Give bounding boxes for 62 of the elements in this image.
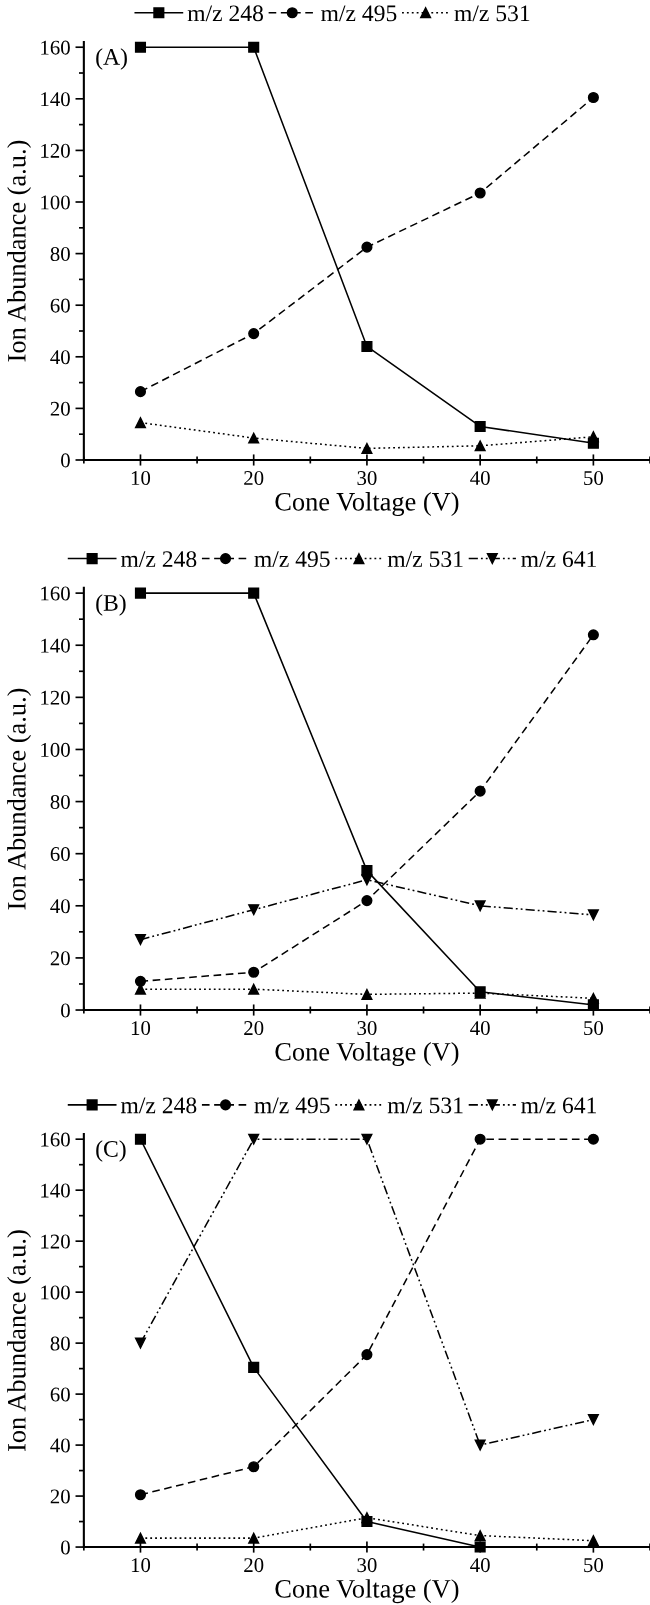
y-tick-label: 40 <box>50 350 70 365</box>
y-tick-label: 20 <box>50 401 70 416</box>
y-tick-label: 100 <box>41 1285 70 1300</box>
y-tick-label: 20 <box>50 1489 70 1504</box>
y-tick-label: 20 <box>50 951 70 966</box>
x-tick-label: 30 <box>357 1021 377 1036</box>
x-axis-title: Cone Voltage (V) <box>275 1042 459 1067</box>
x-tick-label: 20 <box>244 471 264 486</box>
x-tick-label: 50 <box>584 471 604 486</box>
y-tick-label: 60 <box>50 1387 70 1402</box>
legend-label: m/z 641 <box>521 551 596 568</box>
y-tick-label: 100 <box>41 742 70 757</box>
y-tick-label: 160 <box>41 586 70 601</box>
annotation: (B) <box>96 594 126 616</box>
x-tick-label: 30 <box>357 471 377 486</box>
y-axis-title: Ion Abundance (a.u.) <box>7 1230 32 1452</box>
legend-label: m/z 495 <box>321 5 397 22</box>
x-tick-label: 40 <box>470 471 490 486</box>
x-tick-label: 20 <box>244 1558 264 1573</box>
y-tick-label: 40 <box>50 899 70 914</box>
y-tick-label: 120 <box>41 1234 70 1249</box>
y-tick-label: 40 <box>50 1438 70 1453</box>
x-axis-title: Cone Voltage (V) <box>275 492 459 517</box>
x-tick-label: 50 <box>584 1558 604 1573</box>
legend-label: m/z 531 <box>387 1097 463 1114</box>
x-tick-label: 10 <box>131 1021 151 1036</box>
legend-label: m/z 495 <box>254 551 330 568</box>
y-tick-label: 160 <box>41 1132 70 1147</box>
y-tick-label: 160 <box>41 40 70 55</box>
x-tick-label: 10 <box>131 1558 151 1573</box>
legend-label: m/z 641 <box>521 1097 596 1114</box>
y-tick-label: 80 <box>50 1336 70 1351</box>
x-tick-label: 40 <box>470 1558 490 1573</box>
x-tick-label: 10 <box>131 471 151 486</box>
y-tick-label: 120 <box>41 690 70 705</box>
x-tick-label: 40 <box>470 1021 490 1036</box>
legend-label: m/z 531 <box>454 5 530 22</box>
y-tick-label: 80 <box>50 794 70 810</box>
legend-label: m/z 248 <box>120 551 197 568</box>
y-tick-label: 140 <box>41 1183 70 1198</box>
y-tick-label: 0 <box>61 1003 70 1018</box>
legend-label: m/z 248 <box>187 5 263 22</box>
y-tick-label: 100 <box>41 195 70 210</box>
y-tick-label: 120 <box>41 143 70 158</box>
y-tick-label: 140 <box>41 638 70 653</box>
y-tick-label: 0 <box>61 1540 70 1555</box>
annotation: (A) <box>96 48 127 70</box>
y-axis-title: Ion Abundance (a.u.) <box>7 140 32 362</box>
legend-label: m/z 495 <box>254 1097 330 1114</box>
x-tick-label: 30 <box>357 1558 377 1573</box>
x-axis-title: Cone Voltage (V) <box>275 1579 459 1604</box>
y-tick-label: 140 <box>41 92 70 107</box>
y-axis-title: Ion Abundance (a.u.) <box>7 688 32 910</box>
legend-label: m/z 248 <box>120 1097 197 1114</box>
legend-label: m/z 531 <box>387 551 463 568</box>
y-tick-label: 60 <box>50 298 70 313</box>
y-tick-label: 60 <box>50 847 70 862</box>
y-tick-label: 80 <box>50 246 70 262</box>
x-tick-label: 50 <box>584 1021 604 1036</box>
annotation: (C) <box>96 1140 126 1162</box>
y-tick-label: 0 <box>61 453 70 468</box>
x-tick-label: 20 <box>244 1021 264 1036</box>
